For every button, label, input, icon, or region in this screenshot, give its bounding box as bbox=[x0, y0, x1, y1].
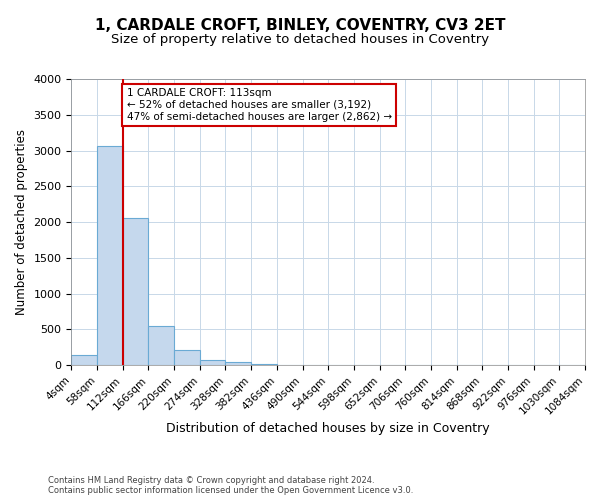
Text: Size of property relative to detached houses in Coventry: Size of property relative to detached ho… bbox=[111, 32, 489, 46]
Bar bbox=[71, 354, 97, 366]
Bar bbox=[251, 364, 277, 366]
Y-axis label: Number of detached properties: Number of detached properties bbox=[15, 129, 28, 315]
Bar bbox=[123, 218, 148, 366]
Text: Contains HM Land Registry data © Crown copyright and database right 2024.
Contai: Contains HM Land Registry data © Crown c… bbox=[48, 476, 413, 495]
Text: 1, CARDALE CROFT, BINLEY, COVENTRY, CV3 2ET: 1, CARDALE CROFT, BINLEY, COVENTRY, CV3 … bbox=[95, 18, 505, 32]
Text: 1 CARDALE CROFT: 113sqm
← 52% of detached houses are smaller (3,192)
47% of semi: 1 CARDALE CROFT: 113sqm ← 52% of detache… bbox=[127, 88, 392, 122]
Bar bbox=[174, 350, 200, 366]
Bar bbox=[148, 326, 174, 366]
Bar bbox=[277, 364, 302, 366]
Bar bbox=[200, 360, 226, 366]
Bar bbox=[97, 146, 123, 366]
Bar bbox=[226, 362, 251, 366]
X-axis label: Distribution of detached houses by size in Coventry: Distribution of detached houses by size … bbox=[166, 422, 490, 435]
